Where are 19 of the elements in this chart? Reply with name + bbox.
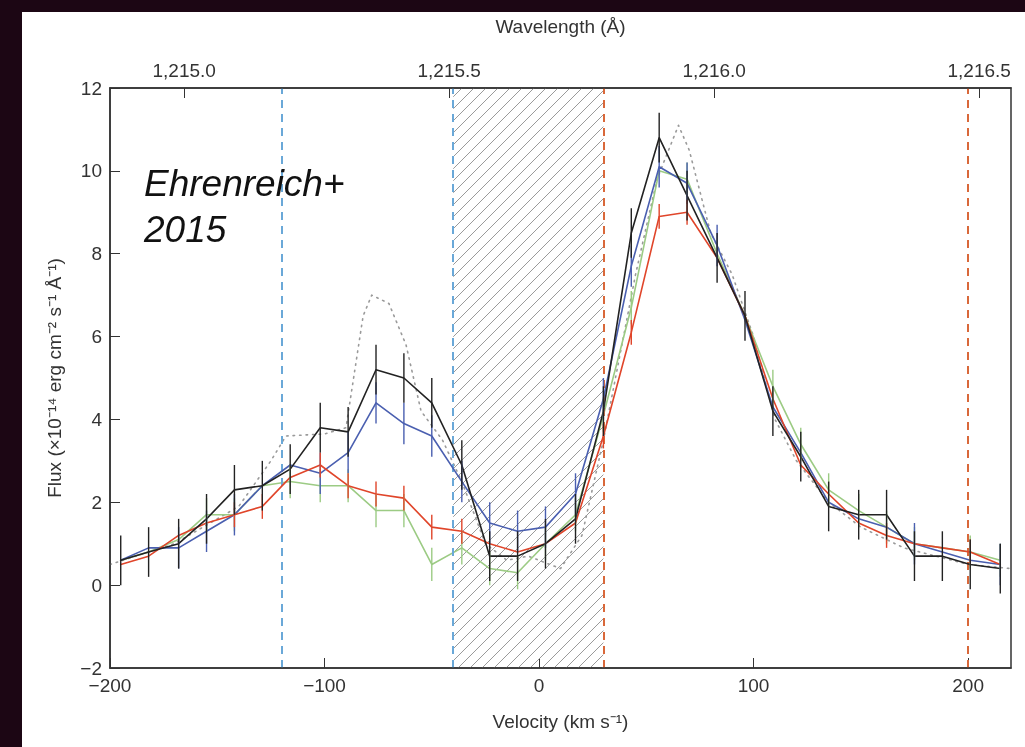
x2-tick-label: 1,216.0 bbox=[682, 60, 746, 81]
x2-axis-title: Wavelength (Å) bbox=[495, 16, 626, 37]
x-tick-label: 0 bbox=[533, 675, 545, 696]
annotation: Ehrenreich+ 2015 bbox=[143, 162, 345, 250]
x-axis-title: Velocity (km s⁻¹) bbox=[492, 711, 629, 732]
y-tick-label: 8 bbox=[91, 243, 102, 265]
y-tick-label: 6 bbox=[91, 326, 102, 348]
x-tick-label: −100 bbox=[303, 675, 346, 696]
x-tick-label: 100 bbox=[737, 675, 770, 696]
x2-tick-label: 1,215.5 bbox=[417, 60, 481, 81]
y-tick-label: 12 bbox=[80, 77, 102, 99]
y-tick-label: 0 bbox=[91, 574, 102, 596]
y-tick-label: 10 bbox=[80, 160, 102, 182]
x2-tick-label: 1,215.0 bbox=[152, 60, 216, 81]
y-tick-label: 2 bbox=[91, 491, 102, 513]
x2-tick-label: 1,216.5 bbox=[947, 60, 1011, 81]
y-tick-label: 4 bbox=[91, 408, 103, 430]
x-tick-label: 200 bbox=[952, 675, 984, 696]
y-axis-title: Flux (×10⁻¹⁴ erg cm⁻² s⁻¹ Å⁻¹) bbox=[44, 258, 65, 498]
